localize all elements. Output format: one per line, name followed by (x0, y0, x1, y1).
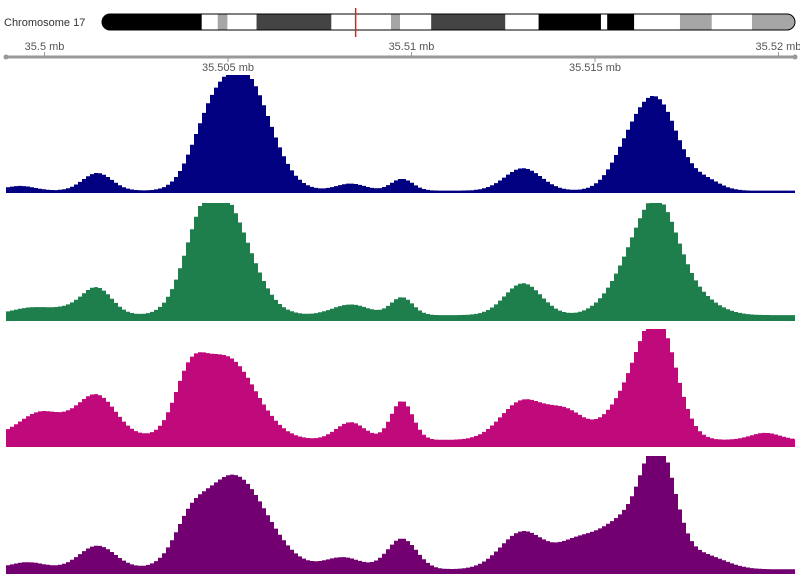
axis-end-1 (792, 54, 798, 60)
ideogram-band-15 (711, 14, 753, 30)
ideogram-band-8 (431, 14, 506, 30)
genome-axis: 35.5 mb 35.51 mb 35.52 mb 35.505 mb 35.515 m… (3, 41, 800, 74)
signal-track-4[interactable] (6, 456, 795, 574)
signal-tracks (6, 75, 795, 574)
minor-tick-label-0: 35.505 mb (202, 62, 254, 74)
ideogram-band-6 (390, 14, 400, 30)
ideogram-band-10 (538, 14, 601, 30)
signal-track-2[interactable] (6, 203, 795, 321)
major-tick-label-1: 35.51 mb (389, 41, 435, 53)
minor-tick-label-1: 35.515 mb (569, 62, 621, 74)
ideogram-band-11 (600, 14, 608, 30)
ideogram-band-4 (256, 14, 332, 30)
ideogram-band-3 (227, 14, 257, 30)
major-tick-label-2: 35.52 mb (756, 41, 800, 53)
ideogram-band-16 (752, 14, 795, 30)
ideogram-band-1 (201, 14, 218, 30)
ideogram-band-2 (217, 14, 228, 30)
major-tick-label-0: 35.5 mb (25, 41, 65, 53)
ideogram-band-5 (331, 14, 391, 30)
chromosome-ideogram[interactable]: Chromosome 17 (4, 8, 796, 37)
signal-track-1[interactable] (6, 75, 795, 193)
ideogram-band-7 (399, 14, 432, 30)
ideogram-outline (101, 13, 796, 31)
ideogram-band-14 (679, 14, 712, 30)
ideogram-band-12 (607, 14, 635, 30)
ideogram-band-13 (634, 14, 680, 30)
axis-end-0 (3, 54, 9, 60)
signal-track-3[interactable] (6, 329, 795, 447)
ideogram-band-9 (505, 14, 539, 30)
ideogram-band-0 (102, 14, 202, 30)
chromosome-label: Chromosome 17 (4, 17, 85, 29)
